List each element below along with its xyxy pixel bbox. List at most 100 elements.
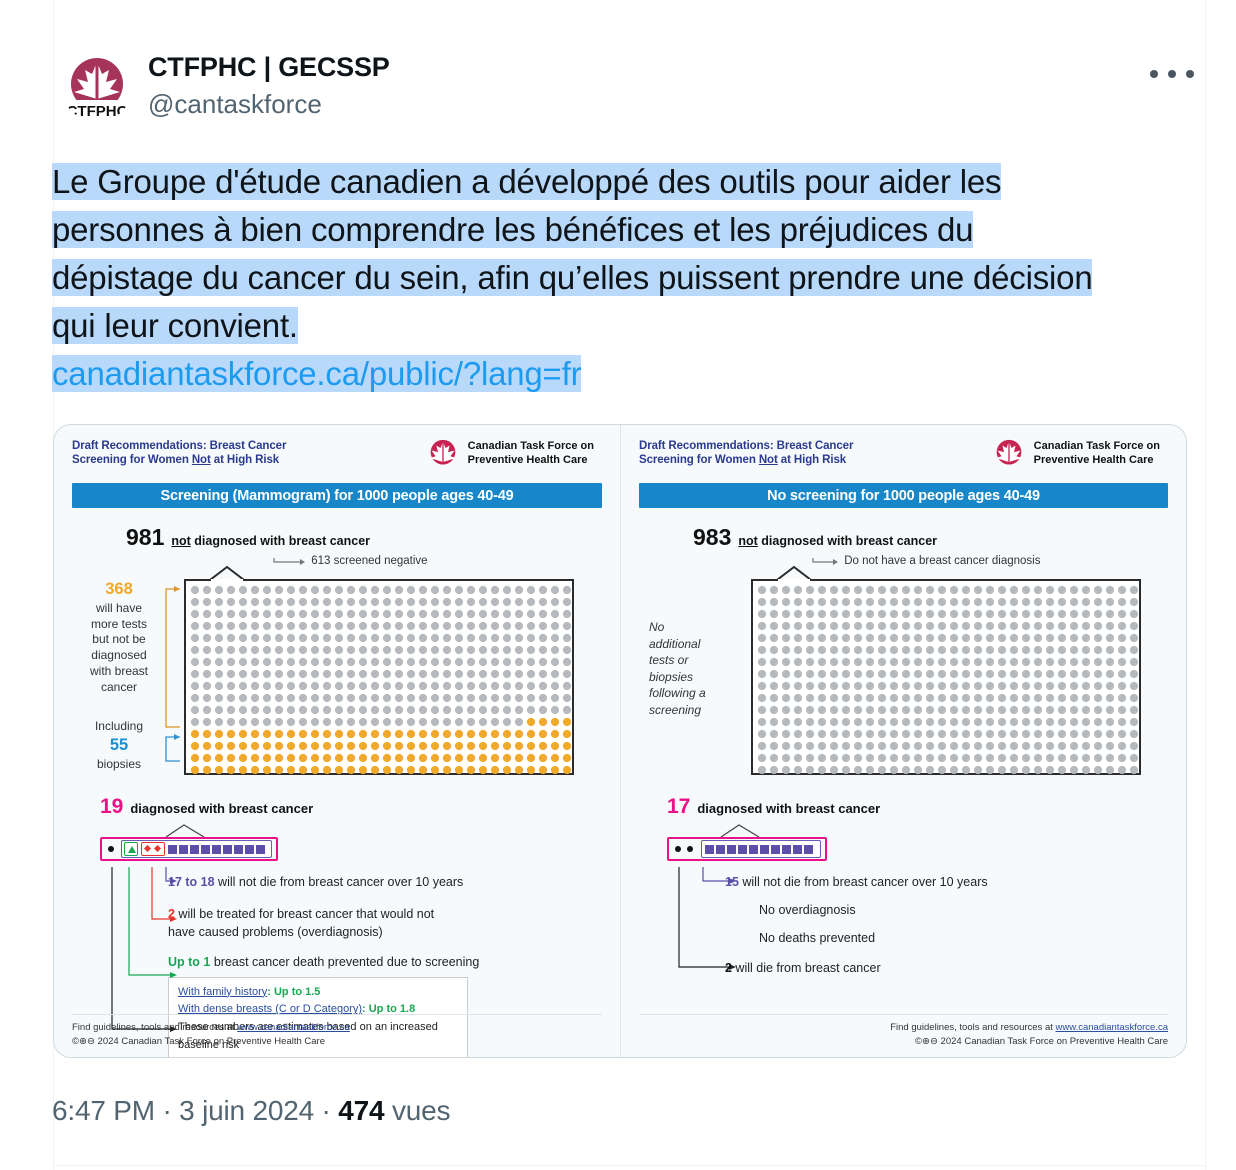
handle: @cantaskforce [148,89,322,120]
brand-text: Canadian Task Force on Preventive Health… [468,439,594,468]
bullet-num: 2 [725,961,732,976]
purple-square [716,845,725,854]
dot-grid-right [757,585,1139,774]
nd-post: diagnosed with breast cancer [190,534,371,548]
bracket-blue [165,734,180,762]
back-arrow-icon[interactable] [64,0,90,2]
bullet-text: will not die from breast cancer over 10 … [214,875,464,889]
purple-square [201,845,210,854]
dot-grid-zone-left: 613 screened negative 368 will have more… [72,555,602,793]
footer-url-link[interactable]: www.canadiantaskforce.ca [1055,1021,1168,1033]
black-dot [108,846,114,852]
purple-square [771,845,780,854]
tweet-media-card[interactable]: Draft Recommendations: Breast Cancer Scr… [53,424,1187,1058]
dense-breasts-link[interactable]: With dense breasts (C or D Category) [178,1003,363,1016]
bullet-text-2: have caused problems (overdiagnosis) [168,925,383,940]
draft-title: Draft Recommendations: Breast Cancer Scr… [72,439,286,468]
brand-line-1: Canadian Task Force on [467,440,594,452]
dot-grid-zone-right: Do not have a breast cancer diagnosis No… [639,555,1168,793]
callout-label: 613 screened negative [311,555,428,567]
bullet-text: will be treated for breast cancer that w… [174,907,435,922]
brand-line-2: Preventive Health Care [1033,454,1154,467]
panel-header: Draft Recommendations: Breast Cancer Scr… [72,439,602,479]
purple-square [212,845,221,854]
svg-text:CTFPHC: CTFPHC [67,103,128,120]
purple-square [256,845,265,854]
diagnosed-line-right: 17 diagnosed with breast cancer [667,795,1168,819]
screened-negative-callout: 613 screened negative [272,555,428,567]
t-not: Not [191,454,211,467]
infographic: Draft Recommendations: Breast Cancer Scr… [54,425,1186,1057]
bullet-no-overdiagnosis: No overdiagnosis [639,901,1168,919]
biopsies-annotation: Including 55 biopsies [78,719,160,772]
purple-square [168,845,177,854]
t-pre: Screening for Women [639,454,759,467]
black-dot [687,846,693,852]
pink-outline-box [100,837,278,861]
bullet-text: breast cancer death prevented due to scr… [210,955,480,970]
family-history-link[interactable]: With family history [178,985,268,998]
diagnosed-label: diagnosed with breast cancer [130,801,314,816]
dot [1186,70,1194,78]
tweet-body: Le Groupe d'étude canadien a développé d… [52,158,1192,398]
footer-find-text: Find guidelines, tools and resources at [890,1021,1056,1033]
panel-header: Draft Recommendations: Breast Cancer Scr… [639,439,1168,479]
diagnosed-bar-left [72,824,602,871]
diagnosed-label: diagnosed with breast cancer [697,801,881,816]
draft-title: Draft Recommendations: Breast Cancer Scr… [639,439,853,468]
arrow-icon [812,557,838,565]
maple-leaf-icon [429,440,456,465]
u-not: not [738,534,758,548]
bullet-overdiagnosis: 2 will be treated for breast cancer that… [72,905,602,941]
not-diagnosed-text: not diagnosed with breast cancer [738,534,937,548]
not-diagnosed-count: 983 [693,524,732,550]
purple-square [793,845,802,854]
no-diagnosis-callout: Do not have a breast cancer diagnosis [811,555,1040,567]
tweet-line-4: qui leur convient. [52,307,298,344]
dot-grid-box-left [184,579,574,775]
purple-square [804,845,813,854]
draft-title-line2: Screening for Women Not at High Risk [639,453,853,467]
tweet-link[interactable]: canadiantaskforce.ca/public/?lang=fr [52,355,582,392]
purple-square [738,845,747,854]
purple-square [245,845,254,854]
bullet-will-not-die: 15 will not die from breast cancer over … [639,873,1168,891]
footer-url-link[interactable]: www.canadiantaskforce.ca [237,1021,350,1033]
ctfphc-brand: Canadian Task Force on Preventive Health… [426,439,594,468]
t-not: Not [758,454,778,467]
draft-title-line1: Draft Recommendations: Breast Cancer [639,440,854,452]
biopsies-pre: Including [94,719,144,733]
dot [1168,70,1176,78]
infographic-panel-screening: Draft Recommendations: Breast Cancer Scr… [54,425,620,1057]
callout-label: Do not have a breast cancer diagnosis [844,555,1041,567]
t-post: at High Risk [777,454,847,467]
tweet-line-3: dépistage du cancer du sein, afin qu’ell… [52,259,1093,296]
brand-line-2: Preventive Health Care [467,454,588,467]
footer-find-line: Find guidelines, tools and resources at … [72,1021,602,1035]
diagnosed-bar-right [639,824,1168,871]
purple-square [223,845,232,854]
nd-post: diagnosed with breast cancer [757,534,938,548]
t-post: at High Risk [210,454,280,467]
panel-band: No screening for 1000 people ages 40-49 [639,483,1168,508]
connector-lines-left [111,867,177,1032]
bullet-will-not-die: 17 to 18 will not die from breast cancer… [72,873,602,891]
avatar[interactable]: CTFPHC [62,52,132,122]
purple-square [782,845,791,854]
more-options-icon[interactable] [1150,60,1194,88]
brand-text: Canadian Task Force on Preventive Health… [1034,439,1160,468]
tweet-meta: 6:47 PM · 3 juin 2024 · 474 vues [52,1095,451,1127]
bottom-divider [53,1165,1205,1166]
timestamp: 6:47 PM · 3 juin 2024 · [52,1095,339,1126]
bullet-text: will not die from breast cancer over 10 … [738,875,988,889]
panel-footer-right: Find guidelines, tools and resources at … [639,1013,1168,1050]
views-label: vues [384,1095,451,1126]
bullet-will-die: 2 will die from breast cancer [639,959,1168,977]
ctfphc-brand: Canadian Task Force on Preventive Health… [992,439,1160,468]
diagnosed-count: 19 [100,795,124,818]
no-additional-tests-annotation: No additional tests or biopsies followin… [649,619,735,718]
green-triangle-icon [128,846,136,853]
biopsies-count: 55 [109,735,129,754]
notch-top-left [210,565,244,581]
diagnosed-count: 17 [667,795,691,818]
